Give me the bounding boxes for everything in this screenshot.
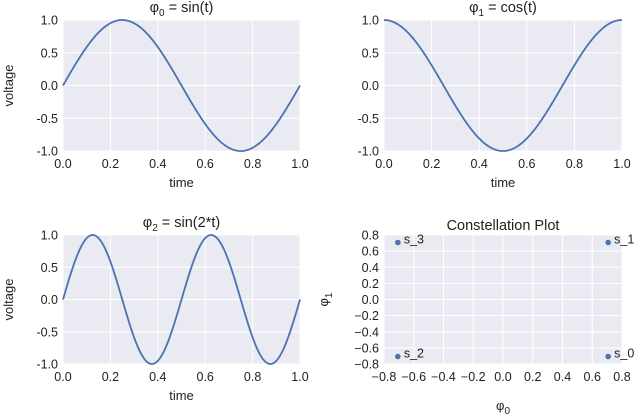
- x-tick-label: 0.8: [244, 157, 261, 171]
- x-tick-label: 0.4: [554, 370, 571, 384]
- title-symbol: φ: [150, 0, 159, 16]
- x-tick-label: −0.2: [461, 370, 486, 384]
- x-tick-label: 1.0: [291, 370, 308, 384]
- title-text: = cos(t): [484, 0, 537, 16]
- point-label: s_3: [404, 232, 424, 246]
- y-tick-label: -0.5: [36, 112, 58, 126]
- x-tick-label: 0.6: [197, 157, 214, 171]
- y-tick-label: 1.0: [362, 14, 379, 28]
- series-line: [383, 19, 623, 152]
- x-tick-label: −0.8: [372, 370, 397, 384]
- y-axis-label: voltage: [1, 279, 16, 321]
- y-tick-label: 0.0: [362, 79, 379, 93]
- y-tick-label: −0.2: [354, 309, 379, 323]
- x-tick-label: 0.2: [423, 157, 440, 171]
- point-label: s_1: [614, 232, 634, 246]
- x-tick-label: 0.2: [524, 370, 541, 384]
- subplot-3: −0.8 −0.6 −0.4 −0.2 0.0 0.2 0.4 0.6 0.8−0.8−0.6−…: [316, 218, 634, 417]
- data-point-s_0: [605, 353, 611, 360]
- chart-title: φ2 = sin(2*t): [143, 215, 220, 234]
- x-tick-label: 0.8: [613, 370, 630, 384]
- x-tick-label: 0.8: [244, 370, 261, 384]
- data-point-s_2: [395, 353, 401, 360]
- title-subscript: 0: [159, 8, 165, 19]
- x-tick-label: 0.6: [518, 157, 535, 171]
- title-subscript: 1: [479, 8, 485, 19]
- chart-title: φ0 = sin(t): [150, 0, 214, 19]
- y-tick-label: 0.5: [41, 261, 58, 275]
- subplot-1: 0.0 0.2 0.4 0.6 0.8 1.0 -1.0 -0.5 0.0 0.5 1.0 φ1 = …: [357, 0, 630, 190]
- y-axis-label: φ1: [316, 292, 335, 306]
- y-tick-label: 0.4: [362, 261, 379, 275]
- title-subscript: 2: [152, 223, 158, 234]
- series-line: [62, 234, 301, 365]
- subplot-0: 0.0 0.2 0.4 0.6 0.8 1.0 -1.0 -0.5 0.0 0.5 1.0 φ0 = …: [1, 0, 309, 190]
- y-tick-label: 0.5: [41, 46, 58, 60]
- y-tick-label: -0.5: [36, 325, 58, 339]
- y-tick-label: −0.4: [354, 325, 379, 339]
- y-tick-label: 0.5: [362, 46, 379, 60]
- title-symbol: φ: [316, 298, 331, 306]
- y-tick-label: 0.6: [362, 245, 379, 259]
- x-tick-label: 0.0: [375, 157, 392, 171]
- title-text: = sin(2*t): [158, 215, 220, 231]
- title-symbol: φ: [143, 215, 152, 231]
- y-tick-label: -1.0: [357, 145, 379, 159]
- data-point-s_1: [605, 239, 611, 246]
- y-tick-label: 0.8: [362, 229, 379, 243]
- y-tick-label: 1.0: [41, 229, 58, 243]
- chart-title: Constellation Plot: [447, 218, 560, 234]
- title-symbol: φ: [469, 0, 478, 16]
- y-tick-label: −0.8: [354, 358, 379, 372]
- x-axis-label: φ0: [496, 398, 510, 417]
- x-tick-label: 1.0: [613, 157, 630, 171]
- y-tick-label: -1.0: [36, 145, 58, 159]
- x-tick-label: 0.2: [102, 370, 119, 384]
- x-tick-label: −0.6: [401, 370, 426, 384]
- y-tick-label: 0.0: [362, 293, 379, 307]
- x-axis-label: time: [169, 388, 194, 403]
- y-tick-label: 0.0: [41, 79, 58, 93]
- x-tick-label: 1.0: [291, 157, 308, 171]
- y-tick-label: 1.0: [41, 14, 58, 28]
- x-tick-label: 0.4: [149, 157, 166, 171]
- y-tick-label: 0.2: [362, 277, 379, 291]
- chart-title: φ1 = cos(t): [469, 0, 537, 19]
- y-tick-label: -1.0: [36, 358, 58, 372]
- x-tick-label: 0.0: [494, 370, 511, 384]
- x-tick-label: 0.4: [471, 157, 488, 171]
- x-tick-label: 0.4: [149, 370, 166, 384]
- y-tick-label: -0.5: [357, 112, 379, 126]
- y-tick-label: 0.0: [41, 293, 58, 307]
- subplot-2: 0.0 0.2 0.4 0.6 0.8 1.0 -1.0 -0.5 0.0 0.5 1.0 φ2 = …: [1, 215, 309, 403]
- point-label: s_2: [404, 347, 424, 361]
- y-axis-label: voltage: [1, 65, 16, 107]
- title-subscript: 0: [504, 406, 510, 417]
- x-tick-label: 0.8: [566, 157, 583, 171]
- series-line: [62, 19, 301, 152]
- x-tick-label: 0.6: [584, 370, 601, 384]
- title-text: = sin(t): [165, 0, 214, 16]
- point-label: s_0: [614, 347, 634, 361]
- x-axis-label: time: [169, 175, 194, 190]
- x-tick-label: 0.0: [54, 370, 71, 384]
- x-tick-label: −0.4: [431, 370, 456, 384]
- title-subscript: 1: [324, 292, 335, 298]
- x-tick-label: 0.6: [197, 370, 214, 384]
- y-tick-label: −0.6: [354, 341, 379, 355]
- title-symbol: φ: [496, 398, 504, 413]
- data-point-s_3: [395, 239, 401, 246]
- x-tick-label: 0.0: [54, 157, 71, 171]
- x-axis-label: time: [491, 175, 516, 190]
- x-tick-label: 0.2: [102, 157, 119, 171]
